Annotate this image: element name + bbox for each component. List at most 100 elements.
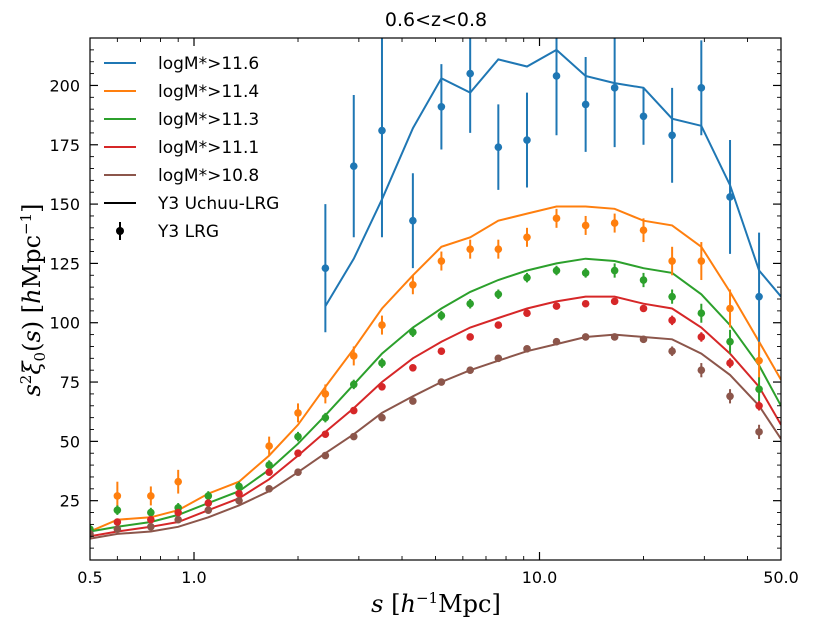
data-point	[174, 515, 182, 524]
data-point	[697, 309, 706, 318]
legend-label: logM*>11.3	[158, 110, 259, 130]
x-axis-label: s [h−1Mpc]	[371, 589, 501, 618]
data-point	[668, 131, 676, 140]
data-point	[437, 378, 446, 386]
data-point	[494, 245, 503, 253]
data-point	[265, 461, 273, 469]
data-point	[581, 269, 590, 277]
data-point	[113, 492, 122, 500]
data-point	[755, 428, 763, 436]
data-point	[523, 345, 531, 353]
data-point	[204, 499, 213, 507]
legend-label: logM*>11.4	[158, 82, 259, 102]
data-point	[147, 522, 155, 531]
x-tick-label: 10.0	[522, 568, 558, 587]
data-point	[610, 333, 619, 341]
data-point	[697, 257, 706, 265]
data-point	[235, 489, 243, 498]
data-point	[726, 193, 734, 201]
data-point	[204, 492, 213, 500]
data-point	[697, 366, 706, 374]
data-point	[113, 518, 122, 526]
data-point	[294, 468, 302, 477]
data-point	[494, 290, 503, 299]
data-point	[668, 347, 676, 356]
data-point	[409, 328, 417, 337]
data-point	[378, 126, 386, 135]
data-point	[466, 299, 474, 308]
x-tick-label: 0.5	[77, 568, 102, 587]
data-point	[349, 406, 358, 415]
data-point	[668, 292, 676, 301]
data-point	[174, 477, 182, 486]
data-point	[726, 304, 734, 313]
data-point	[437, 257, 446, 265]
y-tick-label: 50	[60, 432, 80, 451]
data-point	[581, 299, 590, 308]
data-point	[265, 442, 273, 450]
data-point	[494, 143, 503, 151]
legend-label: Y3 Uchuu-LRG	[157, 194, 279, 214]
data-point	[174, 508, 182, 517]
data-point	[265, 468, 273, 477]
data-point	[668, 316, 676, 325]
data-point	[610, 266, 619, 275]
y-axis-label: s2ξ0(s) [hMpc−1]	[17, 203, 49, 396]
data-point	[552, 214, 561, 223]
data-point	[321, 430, 330, 439]
data-point	[349, 162, 358, 170]
data-point	[437, 347, 446, 356]
data-point	[265, 485, 273, 493]
data-point	[349, 352, 358, 360]
data-point	[726, 392, 734, 401]
series-group	[90, 38, 781, 540]
data-point	[294, 432, 302, 441]
legend: logM*>11.6 logM*>11.4 logM*>11.3 logM*>11.1…	[104, 54, 279, 242]
data-point	[437, 311, 446, 320]
data-point	[321, 264, 330, 272]
data-point	[321, 390, 330, 398]
data-point	[552, 72, 561, 80]
data-point	[409, 216, 417, 225]
data-point	[409, 364, 417, 372]
data-point	[204, 506, 213, 514]
data-point	[639, 112, 648, 121]
data-point	[147, 515, 155, 524]
data-point	[581, 333, 590, 341]
data-point	[147, 492, 155, 500]
data-point	[697, 84, 706, 92]
legend-label: logM*>11.6	[158, 54, 259, 74]
data-point	[90, 530, 94, 538]
data-point	[113, 525, 122, 533]
data-point	[552, 266, 561, 275]
data-point	[523, 233, 531, 242]
data-point	[552, 337, 561, 346]
legend-label: logM*>10.8	[158, 166, 259, 186]
y-tick-label: 100	[49, 314, 80, 333]
y-tick-label: 25	[60, 492, 80, 511]
data-point	[581, 100, 590, 109]
data-point	[639, 335, 648, 344]
data-point	[349, 432, 358, 441]
plot-area	[90, 38, 781, 540]
data-point	[378, 359, 386, 367]
legend-label: logM*>11.1	[158, 138, 259, 158]
data-point	[610, 297, 619, 306]
y-tick-label: 200	[49, 76, 80, 95]
data-point	[697, 333, 706, 341]
data-point	[581, 221, 590, 230]
data-point	[378, 413, 386, 422]
data-point	[349, 380, 358, 389]
legend-label: Y3 LRG	[157, 222, 219, 242]
x-tick-label: 1.0	[181, 568, 206, 587]
data-point	[113, 506, 122, 514]
data-point	[466, 245, 474, 253]
data-point	[523, 309, 531, 318]
data-point	[409, 397, 417, 405]
data-point	[726, 337, 734, 346]
x-tick-label: 50.0	[763, 568, 799, 587]
data-point	[235, 482, 243, 491]
plot-frame	[89, 37, 782, 561]
